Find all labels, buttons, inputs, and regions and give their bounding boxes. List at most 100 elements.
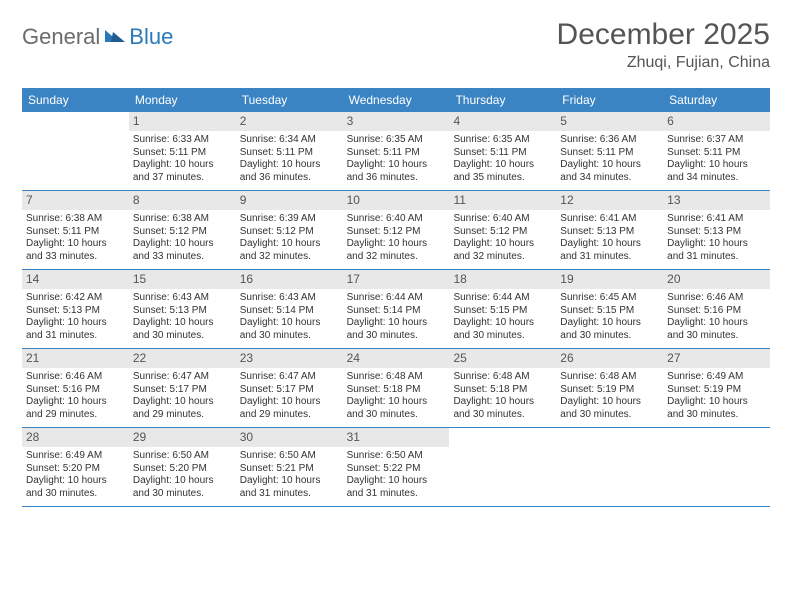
day-cell: 8Sunrise: 6:38 AMSunset: 5:12 PMDaylight…: [129, 191, 236, 269]
daylight-text: and 31 minutes.: [347, 488, 446, 501]
sunrise-text: Sunrise: 6:37 AM: [667, 134, 766, 147]
sunrise-text: Sunrise: 6:36 AM: [560, 134, 659, 147]
sunset-text: Sunset: 5:13 PM: [560, 226, 659, 239]
daylight-text: and 32 minutes.: [240, 251, 339, 264]
sunset-text: Sunset: 5:15 PM: [453, 305, 552, 318]
day-cell: 18Sunrise: 6:44 AMSunset: 5:15 PMDayligh…: [449, 270, 556, 348]
daylight-text: Daylight: 10 hours: [240, 238, 339, 251]
sunset-text: Sunset: 5:19 PM: [667, 384, 766, 397]
sunset-text: Sunset: 5:12 PM: [133, 226, 232, 239]
day-number: 28: [22, 428, 129, 447]
daylight-text: Daylight: 10 hours: [667, 396, 766, 409]
day-cell: 23Sunrise: 6:47 AMSunset: 5:17 PMDayligh…: [236, 349, 343, 427]
logo-text-gray: General: [22, 24, 100, 50]
logo-triangle-icon: [105, 26, 125, 47]
day-number: 23: [236, 349, 343, 368]
daylight-text: and 30 minutes.: [453, 330, 552, 343]
daylight-text: and 33 minutes.: [26, 251, 125, 264]
daylight-text: and 30 minutes.: [667, 409, 766, 422]
sunrise-text: Sunrise: 6:48 AM: [453, 371, 552, 384]
daylight-text: and 30 minutes.: [240, 330, 339, 343]
day-number: 1: [129, 112, 236, 131]
day-cell: 3Sunrise: 6:35 AMSunset: 5:11 PMDaylight…: [343, 112, 450, 190]
daylight-text: and 30 minutes.: [133, 488, 232, 501]
daylight-text: and 35 minutes.: [453, 172, 552, 185]
week-row: 21Sunrise: 6:46 AMSunset: 5:16 PMDayligh…: [22, 349, 770, 428]
daylight-text: Daylight: 10 hours: [560, 159, 659, 172]
daylight-text: Daylight: 10 hours: [560, 238, 659, 251]
header: General Blue December 2025 Zhuqi, Fujian…: [22, 18, 770, 78]
logo-text-blue: Blue: [129, 24, 173, 50]
sunrise-text: Sunrise: 6:50 AM: [240, 450, 339, 463]
day-cell: 7Sunrise: 6:38 AMSunset: 5:11 PMDaylight…: [22, 191, 129, 269]
daylight-text: Daylight: 10 hours: [347, 396, 446, 409]
sunrise-text: Sunrise: 6:40 AM: [453, 213, 552, 226]
day-header-sunday: Sunday: [22, 88, 129, 112]
day-number: 30: [236, 428, 343, 447]
day-cell: 27Sunrise: 6:49 AMSunset: 5:19 PMDayligh…: [663, 349, 770, 427]
sunset-text: Sunset: 5:18 PM: [347, 384, 446, 397]
day-cell: 30Sunrise: 6:50 AMSunset: 5:21 PMDayligh…: [236, 428, 343, 506]
daylight-text: and 31 minutes.: [560, 251, 659, 264]
day-number: 19: [556, 270, 663, 289]
sunrise-text: Sunrise: 6:40 AM: [347, 213, 446, 226]
daylight-text: and 31 minutes.: [240, 488, 339, 501]
sunset-text: Sunset: 5:12 PM: [240, 226, 339, 239]
daylight-text: Daylight: 10 hours: [133, 396, 232, 409]
sunrise-text: Sunrise: 6:41 AM: [667, 213, 766, 226]
day-cell: 21Sunrise: 6:46 AMSunset: 5:16 PMDayligh…: [22, 349, 129, 427]
daylight-text: Daylight: 10 hours: [347, 159, 446, 172]
daylight-text: and 29 minutes.: [26, 409, 125, 422]
day-header-row: SundayMondayTuesdayWednesdayThursdayFrid…: [22, 88, 770, 112]
day-cell: 19Sunrise: 6:45 AMSunset: 5:15 PMDayligh…: [556, 270, 663, 348]
day-number: 2: [236, 112, 343, 131]
day-cell: 22Sunrise: 6:47 AMSunset: 5:17 PMDayligh…: [129, 349, 236, 427]
daylight-text: Daylight: 10 hours: [453, 238, 552, 251]
daylight-text: Daylight: 10 hours: [133, 159, 232, 172]
sunrise-text: Sunrise: 6:35 AM: [453, 134, 552, 147]
daylight-text: Daylight: 10 hours: [133, 475, 232, 488]
day-number: 4: [449, 112, 556, 131]
sunset-text: Sunset: 5:14 PM: [347, 305, 446, 318]
day-number: 12: [556, 191, 663, 210]
sunrise-text: Sunrise: 6:33 AM: [133, 134, 232, 147]
sunset-text: Sunset: 5:14 PM: [240, 305, 339, 318]
sunrise-text: Sunrise: 6:38 AM: [133, 213, 232, 226]
daylight-text: Daylight: 10 hours: [26, 238, 125, 251]
sunrise-text: Sunrise: 6:43 AM: [240, 292, 339, 305]
day-number: 15: [129, 270, 236, 289]
sunrise-text: Sunrise: 6:48 AM: [347, 371, 446, 384]
day-cell: [556, 428, 663, 506]
daylight-text: and 30 minutes.: [26, 488, 125, 501]
day-cell: [663, 428, 770, 506]
daylight-text: Daylight: 10 hours: [26, 317, 125, 330]
sunset-text: Sunset: 5:22 PM: [347, 463, 446, 476]
sunset-text: Sunset: 5:12 PM: [453, 226, 552, 239]
sunset-text: Sunset: 5:16 PM: [667, 305, 766, 318]
day-cell: 29Sunrise: 6:50 AMSunset: 5:20 PMDayligh…: [129, 428, 236, 506]
day-cell: 31Sunrise: 6:50 AMSunset: 5:22 PMDayligh…: [343, 428, 450, 506]
daylight-text: and 29 minutes.: [133, 409, 232, 422]
daylight-text: and 31 minutes.: [667, 251, 766, 264]
day-cell: 11Sunrise: 6:40 AMSunset: 5:12 PMDayligh…: [449, 191, 556, 269]
sunset-text: Sunset: 5:11 PM: [133, 147, 232, 160]
daylight-text: and 30 minutes.: [667, 330, 766, 343]
daylight-text: Daylight: 10 hours: [240, 159, 339, 172]
sunset-text: Sunset: 5:12 PM: [347, 226, 446, 239]
daylight-text: Daylight: 10 hours: [667, 159, 766, 172]
day-number: 17: [343, 270, 450, 289]
sunset-text: Sunset: 5:13 PM: [133, 305, 232, 318]
daylight-text: Daylight: 10 hours: [347, 475, 446, 488]
day-number: 5: [556, 112, 663, 131]
sunset-text: Sunset: 5:16 PM: [26, 384, 125, 397]
day-header-friday: Friday: [556, 88, 663, 112]
day-cell: 5Sunrise: 6:36 AMSunset: 5:11 PMDaylight…: [556, 112, 663, 190]
daylight-text: Daylight: 10 hours: [453, 396, 552, 409]
daylight-text: Daylight: 10 hours: [667, 238, 766, 251]
day-number: 3: [343, 112, 450, 131]
day-cell: 13Sunrise: 6:41 AMSunset: 5:13 PMDayligh…: [663, 191, 770, 269]
day-cell: 12Sunrise: 6:41 AMSunset: 5:13 PMDayligh…: [556, 191, 663, 269]
daylight-text: Daylight: 10 hours: [133, 238, 232, 251]
daylight-text: Daylight: 10 hours: [240, 317, 339, 330]
day-number: 16: [236, 270, 343, 289]
